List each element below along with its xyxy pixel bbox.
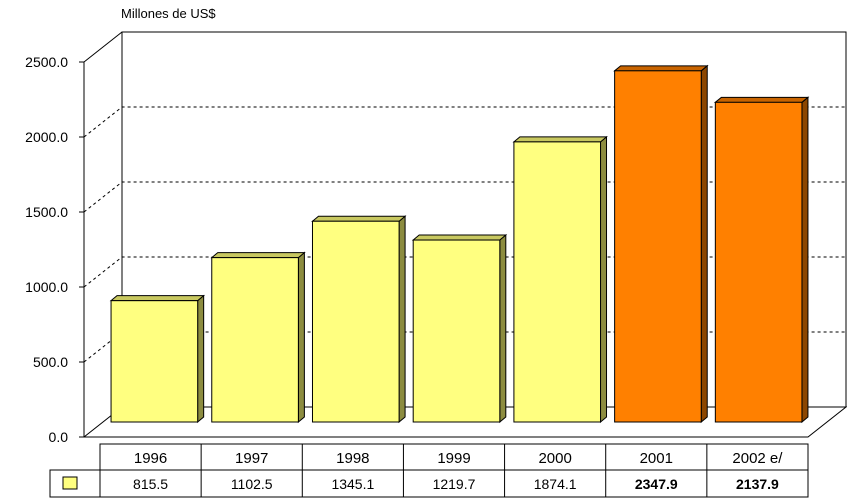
- bars: [109, 64, 810, 424]
- bar-1997: [210, 251, 306, 424]
- bar-top: [713, 96, 810, 103]
- bar-side: [499, 233, 507, 424]
- y-tick-label: 1000.0: [25, 279, 68, 295]
- value-label: 815.5: [133, 476, 168, 492]
- bar-1996: [109, 294, 206, 424]
- category-label: 1997: [235, 450, 268, 467]
- bar-1998: [311, 215, 407, 424]
- bar-2000: [512, 135, 608, 424]
- bar-top: [613, 65, 709, 72]
- bar-face: [211, 257, 299, 423]
- bar-face: [412, 239, 501, 423]
- bar-face: [110, 300, 199, 423]
- data-table: 1996 815.5 1997 1102.5 1998 1345.1 1999 1219.7 2…: [49, 443, 809, 498]
- legend-key: [62, 476, 78, 490]
- bar-side: [801, 96, 809, 424]
- category-label: 1996: [134, 450, 167, 467]
- bar-face: [614, 70, 702, 423]
- grid-line: [83, 181, 846, 213]
- value-label: 1345.1: [331, 476, 374, 492]
- y-tick-label: 2000.0: [25, 129, 68, 145]
- category-label: 1998: [336, 450, 369, 467]
- y-tick-label: 2500.0: [25, 54, 68, 70]
- category-label: 2002 e/: [732, 450, 783, 467]
- bar-top: [311, 215, 407, 222]
- bar-face: [513, 141, 602, 423]
- value-label: 1102.5: [231, 476, 273, 492]
- value-label: 1874.1: [534, 476, 577, 492]
- bar-top: [210, 252, 306, 259]
- grid-line: [83, 256, 846, 288]
- bar-side: [398, 215, 406, 424]
- value-label: 1219.7: [433, 476, 476, 492]
- bar-side: [600, 135, 608, 424]
- category-label: 1999: [437, 450, 470, 467]
- bar-side: [700, 64, 708, 424]
- bar-top: [512, 136, 608, 143]
- bar-side: [197, 294, 205, 424]
- y-tick-label: 0.0: [49, 429, 69, 445]
- y-axis-ticks: 0.0 500.0 1000.0 1500.0 2000.0 2500.0: [25, 54, 84, 445]
- y-tick-label: 1500.0: [25, 204, 68, 220]
- bar-side: [297, 251, 305, 424]
- y-axis-label: Millones de US$: [121, 6, 216, 21]
- bar-2001: [613, 64, 709, 424]
- value-label: 2137.9: [736, 476, 779, 492]
- bar-top: [411, 234, 508, 241]
- bar-2002e: [713, 96, 810, 424]
- category-label: 2001: [640, 450, 673, 467]
- bar-top: [109, 295, 206, 302]
- bar-face: [714, 101, 803, 423]
- category-label: 2000: [538, 450, 571, 467]
- value-label: 2347.9: [635, 476, 678, 492]
- grid-line: [83, 106, 846, 138]
- side-wall-top-edge: [83, 31, 123, 63]
- y-tick-label: 500.0: [33, 354, 68, 370]
- table-value-row: [49, 469, 809, 498]
- bar-face: [311, 220, 400, 423]
- bar-1999: [411, 233, 508, 424]
